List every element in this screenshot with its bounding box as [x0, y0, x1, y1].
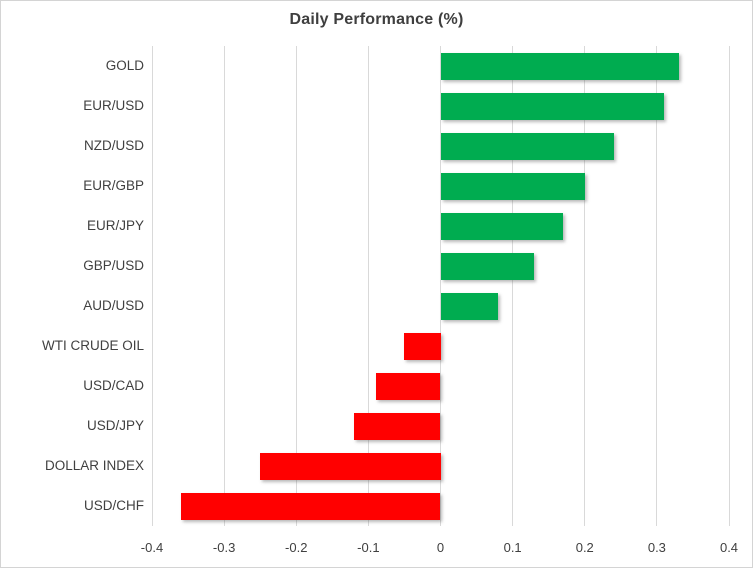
bar-eur-gbp [440, 172, 585, 200]
x-tick-label--0.3: -0.3 [212, 540, 236, 555]
category-label-eur-gbp: EUR/GBP [83, 178, 144, 193]
category-label-gbp-usd: GBP/USD [83, 258, 144, 273]
gridline--0.3 [223, 46, 225, 526]
category-label-usd-cad: USD/CAD [83, 378, 144, 393]
x-tick-label-0: 0 [436, 540, 445, 555]
gridline-0 [440, 46, 441, 526]
category-label-dollar-index: DOLLAR INDEX [44, 458, 144, 473]
bar-eur-usd [440, 92, 665, 120]
category-label-usd-chf: USD/CHF [84, 498, 144, 513]
bar-eur-jpy [440, 212, 564, 240]
chart-title: Daily Performance (%) [289, 11, 464, 28]
gridline--0.1 [367, 46, 369, 526]
gridline--0.2 [295, 46, 297, 526]
x-tick-label-0.3: 0.3 [647, 540, 666, 555]
category-label-nzd-usd: NZD/USD [84, 138, 144, 153]
bar-usd-chf [180, 492, 441, 520]
bar-dollar-index [260, 452, 441, 480]
gridline--0.4 [151, 46, 153, 526]
bar-gbp-usd [440, 252, 535, 280]
category-label-aud-usd: AUD/USD [83, 298, 144, 313]
gridline-0.2 [584, 46, 586, 526]
x-tick-label-0.2: 0.2 [575, 540, 594, 555]
category-label-wti-crude-oil: WTI CRUDE OIL [41, 338, 144, 353]
x-tick-label-0.4: 0.4 [719, 540, 739, 555]
x-tick-label--0.2: -0.2 [285, 540, 308, 555]
bar-usd-jpy [353, 412, 441, 440]
x-tick-label--0.4: -0.4 [140, 540, 164, 555]
gridline-0.4 [728, 46, 730, 526]
bar-gold [440, 52, 679, 80]
bar-nzd-usd [440, 132, 614, 160]
category-label-eur-jpy: EUR/JPY [86, 218, 144, 233]
x-tick-label--0.1: -0.1 [357, 540, 380, 555]
bar-usd-cad [375, 372, 441, 400]
category-label-usd-jpy: USD/JPY [86, 418, 144, 433]
bar-wti-crude-oil [404, 332, 441, 360]
gridline-0.3 [656, 46, 658, 526]
category-label-eur-usd: EUR/USD [83, 98, 144, 113]
x-tick-label-0.1: 0.1 [503, 540, 522, 555]
bar-aud-usd [440, 292, 499, 320]
plot-area [151, 46, 730, 526]
gridline-0.1 [512, 46, 514, 526]
category-label-gold: GOLD [105, 58, 144, 73]
